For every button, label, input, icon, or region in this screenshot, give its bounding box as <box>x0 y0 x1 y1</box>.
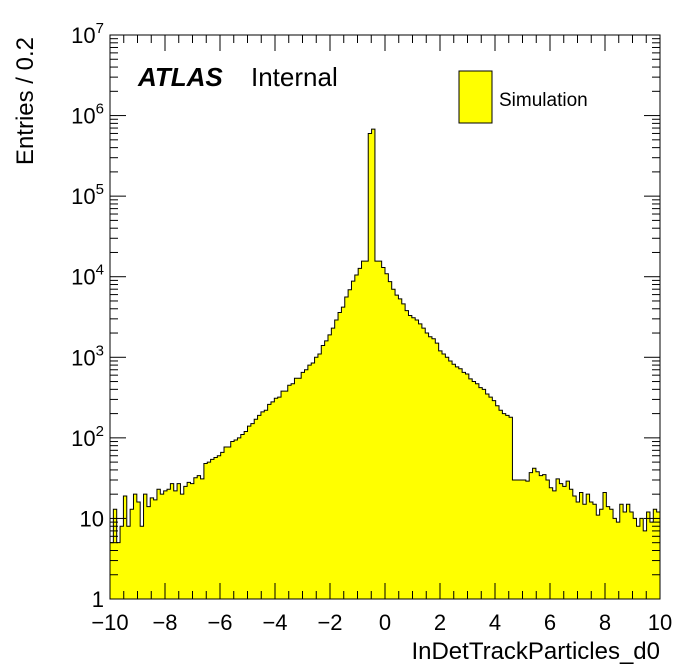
histogram-fill <box>110 129 660 600</box>
x-tick-label: 4 <box>489 610 501 635</box>
y-tick-label: 104 <box>71 262 104 290</box>
x-tick-label: −2 <box>317 610 342 635</box>
atlas-label: ATLAS <box>137 62 223 92</box>
x-tick-label: 8 <box>599 610 611 635</box>
histogram-outline <box>110 128 660 544</box>
y-tick-label: 102 <box>71 423 104 451</box>
x-tick-label: −8 <box>152 610 177 635</box>
x-tick-label: −6 <box>207 610 232 635</box>
x-tick-label: −10 <box>91 610 128 635</box>
y-tick-label: 106 <box>71 101 104 129</box>
y-tick-label: 105 <box>71 181 104 209</box>
atlas-sublabel: Internal <box>251 62 338 92</box>
y-tick-label: 107 <box>71 20 104 48</box>
y-axis-tick-labels: 1 10 102 103 104 105 106 107 <box>71 20 104 612</box>
x-tick-label: 10 <box>648 610 672 635</box>
y-axis-ticks <box>110 38 660 600</box>
x-tick-label: −4 <box>262 610 287 635</box>
y-tick-label: 10 <box>80 506 104 531</box>
y-axis-title: Entries / 0.2 <box>12 37 39 165</box>
x-axis-ticks <box>109 35 661 599</box>
legend-label-simulation: Simulation <box>499 90 588 111</box>
x-tick-label: 0 <box>379 610 391 635</box>
x-axis-tick-labels: −10 −8 −6 −4 −2 0 2 4 6 8 10 <box>91 610 672 635</box>
y-tick-label: 1 <box>92 587 104 612</box>
x-tick-label: 2 <box>434 610 446 635</box>
x-tick-label: 6 <box>544 610 556 635</box>
y-tick-label: 103 <box>71 342 104 370</box>
x-axis-title: InDetTrackParticles_d0 <box>411 638 660 665</box>
legend-swatch <box>458 70 493 124</box>
